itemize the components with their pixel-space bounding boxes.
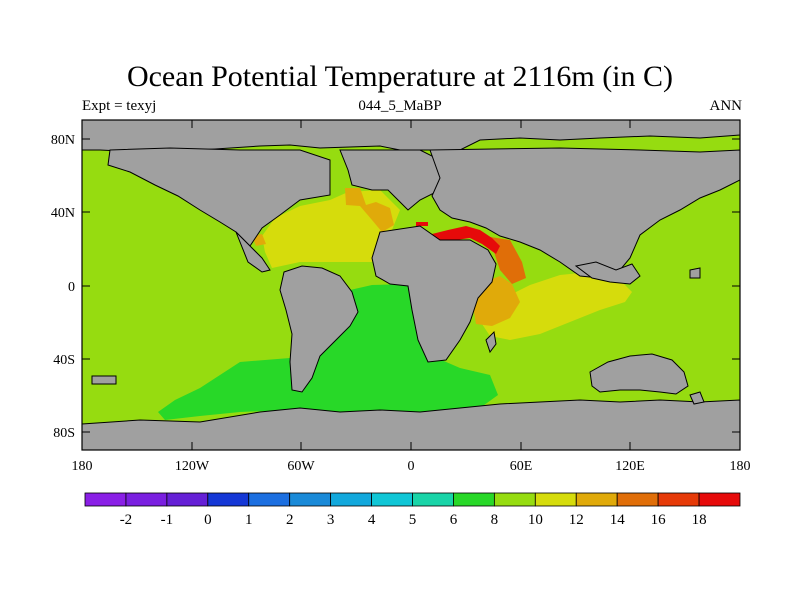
colorbar-label: -1 xyxy=(161,512,174,528)
colorbar-label: 10 xyxy=(528,512,543,528)
experiment-label: Expt = texyj xyxy=(82,98,157,114)
colorbar-swatch xyxy=(289,492,332,507)
antarctica xyxy=(82,399,740,450)
colorbar-label: 5 xyxy=(409,512,417,528)
colorbar-swatch xyxy=(371,492,413,507)
colorbar-swatch xyxy=(330,492,372,507)
lon-label: 60E xyxy=(510,459,533,474)
colorbar: -2 -1 0 1 2 3 4 5 6 8 10 12 14 16 18 xyxy=(84,492,741,528)
map-title: Ocean Potential Temperature at 2116m (in… xyxy=(126,60,674,93)
landmasses xyxy=(82,120,740,450)
colorbar-swatch xyxy=(248,492,291,507)
lon-label: 180 xyxy=(72,459,93,474)
colorbar-swatch xyxy=(657,492,700,507)
colorbar-label: 4 xyxy=(368,512,376,528)
central-america xyxy=(235,231,271,273)
lat-label: 40S xyxy=(53,353,75,368)
colorbar-swatch xyxy=(534,492,577,507)
colorbar-label: 18 xyxy=(692,512,707,528)
colorbar-swatch xyxy=(412,492,454,507)
colorbar-label: -2 xyxy=(120,512,133,528)
tethys-seaway-18 xyxy=(416,222,500,254)
colorbar-label: 2 xyxy=(286,512,294,528)
lat-label: 0 xyxy=(68,280,75,295)
colorbar-label: 8 xyxy=(491,512,499,528)
new-zealand xyxy=(689,391,705,405)
tick-marks xyxy=(81,120,741,450)
colorbar-label: 0 xyxy=(204,512,212,528)
colorbar-swatch xyxy=(84,492,127,507)
colorbar-swatch xyxy=(575,492,618,507)
lon-label: 60W xyxy=(287,459,315,474)
west-pacific-islands xyxy=(689,267,701,279)
madagascar xyxy=(485,330,497,354)
lat-label: 40N xyxy=(51,206,75,221)
south-atlantic-islands xyxy=(91,375,117,385)
colorbar-label: 16 xyxy=(651,512,667,528)
southern-ocean-cool-region xyxy=(158,284,498,420)
lon-label: 180 xyxy=(730,459,751,474)
south-america xyxy=(279,265,359,393)
lon-label: 120W xyxy=(175,459,210,474)
lat-label: 80N xyxy=(51,133,75,148)
lat-label: 80S xyxy=(53,426,75,441)
season-label: ANN xyxy=(709,98,743,114)
southeast-asia xyxy=(574,261,641,285)
colorbar-swatch xyxy=(207,492,250,507)
north-atlantic-12-14 xyxy=(345,188,394,232)
north-america xyxy=(107,147,331,247)
africa xyxy=(371,225,497,363)
colorbar-swatch xyxy=(453,492,495,507)
colorbar-label: 1 xyxy=(245,512,253,528)
colorbar-label: 3 xyxy=(327,512,335,528)
colorbar-swatch xyxy=(493,492,536,507)
colorbar-swatch xyxy=(698,492,741,507)
indian-ocean-10-12 xyxy=(478,272,632,340)
colorbar-swatch xyxy=(166,492,209,507)
lon-label: 120E xyxy=(615,459,645,474)
lon-label: 0 xyxy=(408,459,415,474)
colorbar-label: 12 xyxy=(569,512,584,528)
colorbar-swatch xyxy=(125,492,168,507)
period-label: 044_5_MaBP xyxy=(358,98,442,114)
colorbar-swatch xyxy=(616,492,659,507)
colorbar-label: 6 xyxy=(450,512,458,528)
colorbar-label: 14 xyxy=(610,512,626,528)
australia xyxy=(589,353,689,395)
